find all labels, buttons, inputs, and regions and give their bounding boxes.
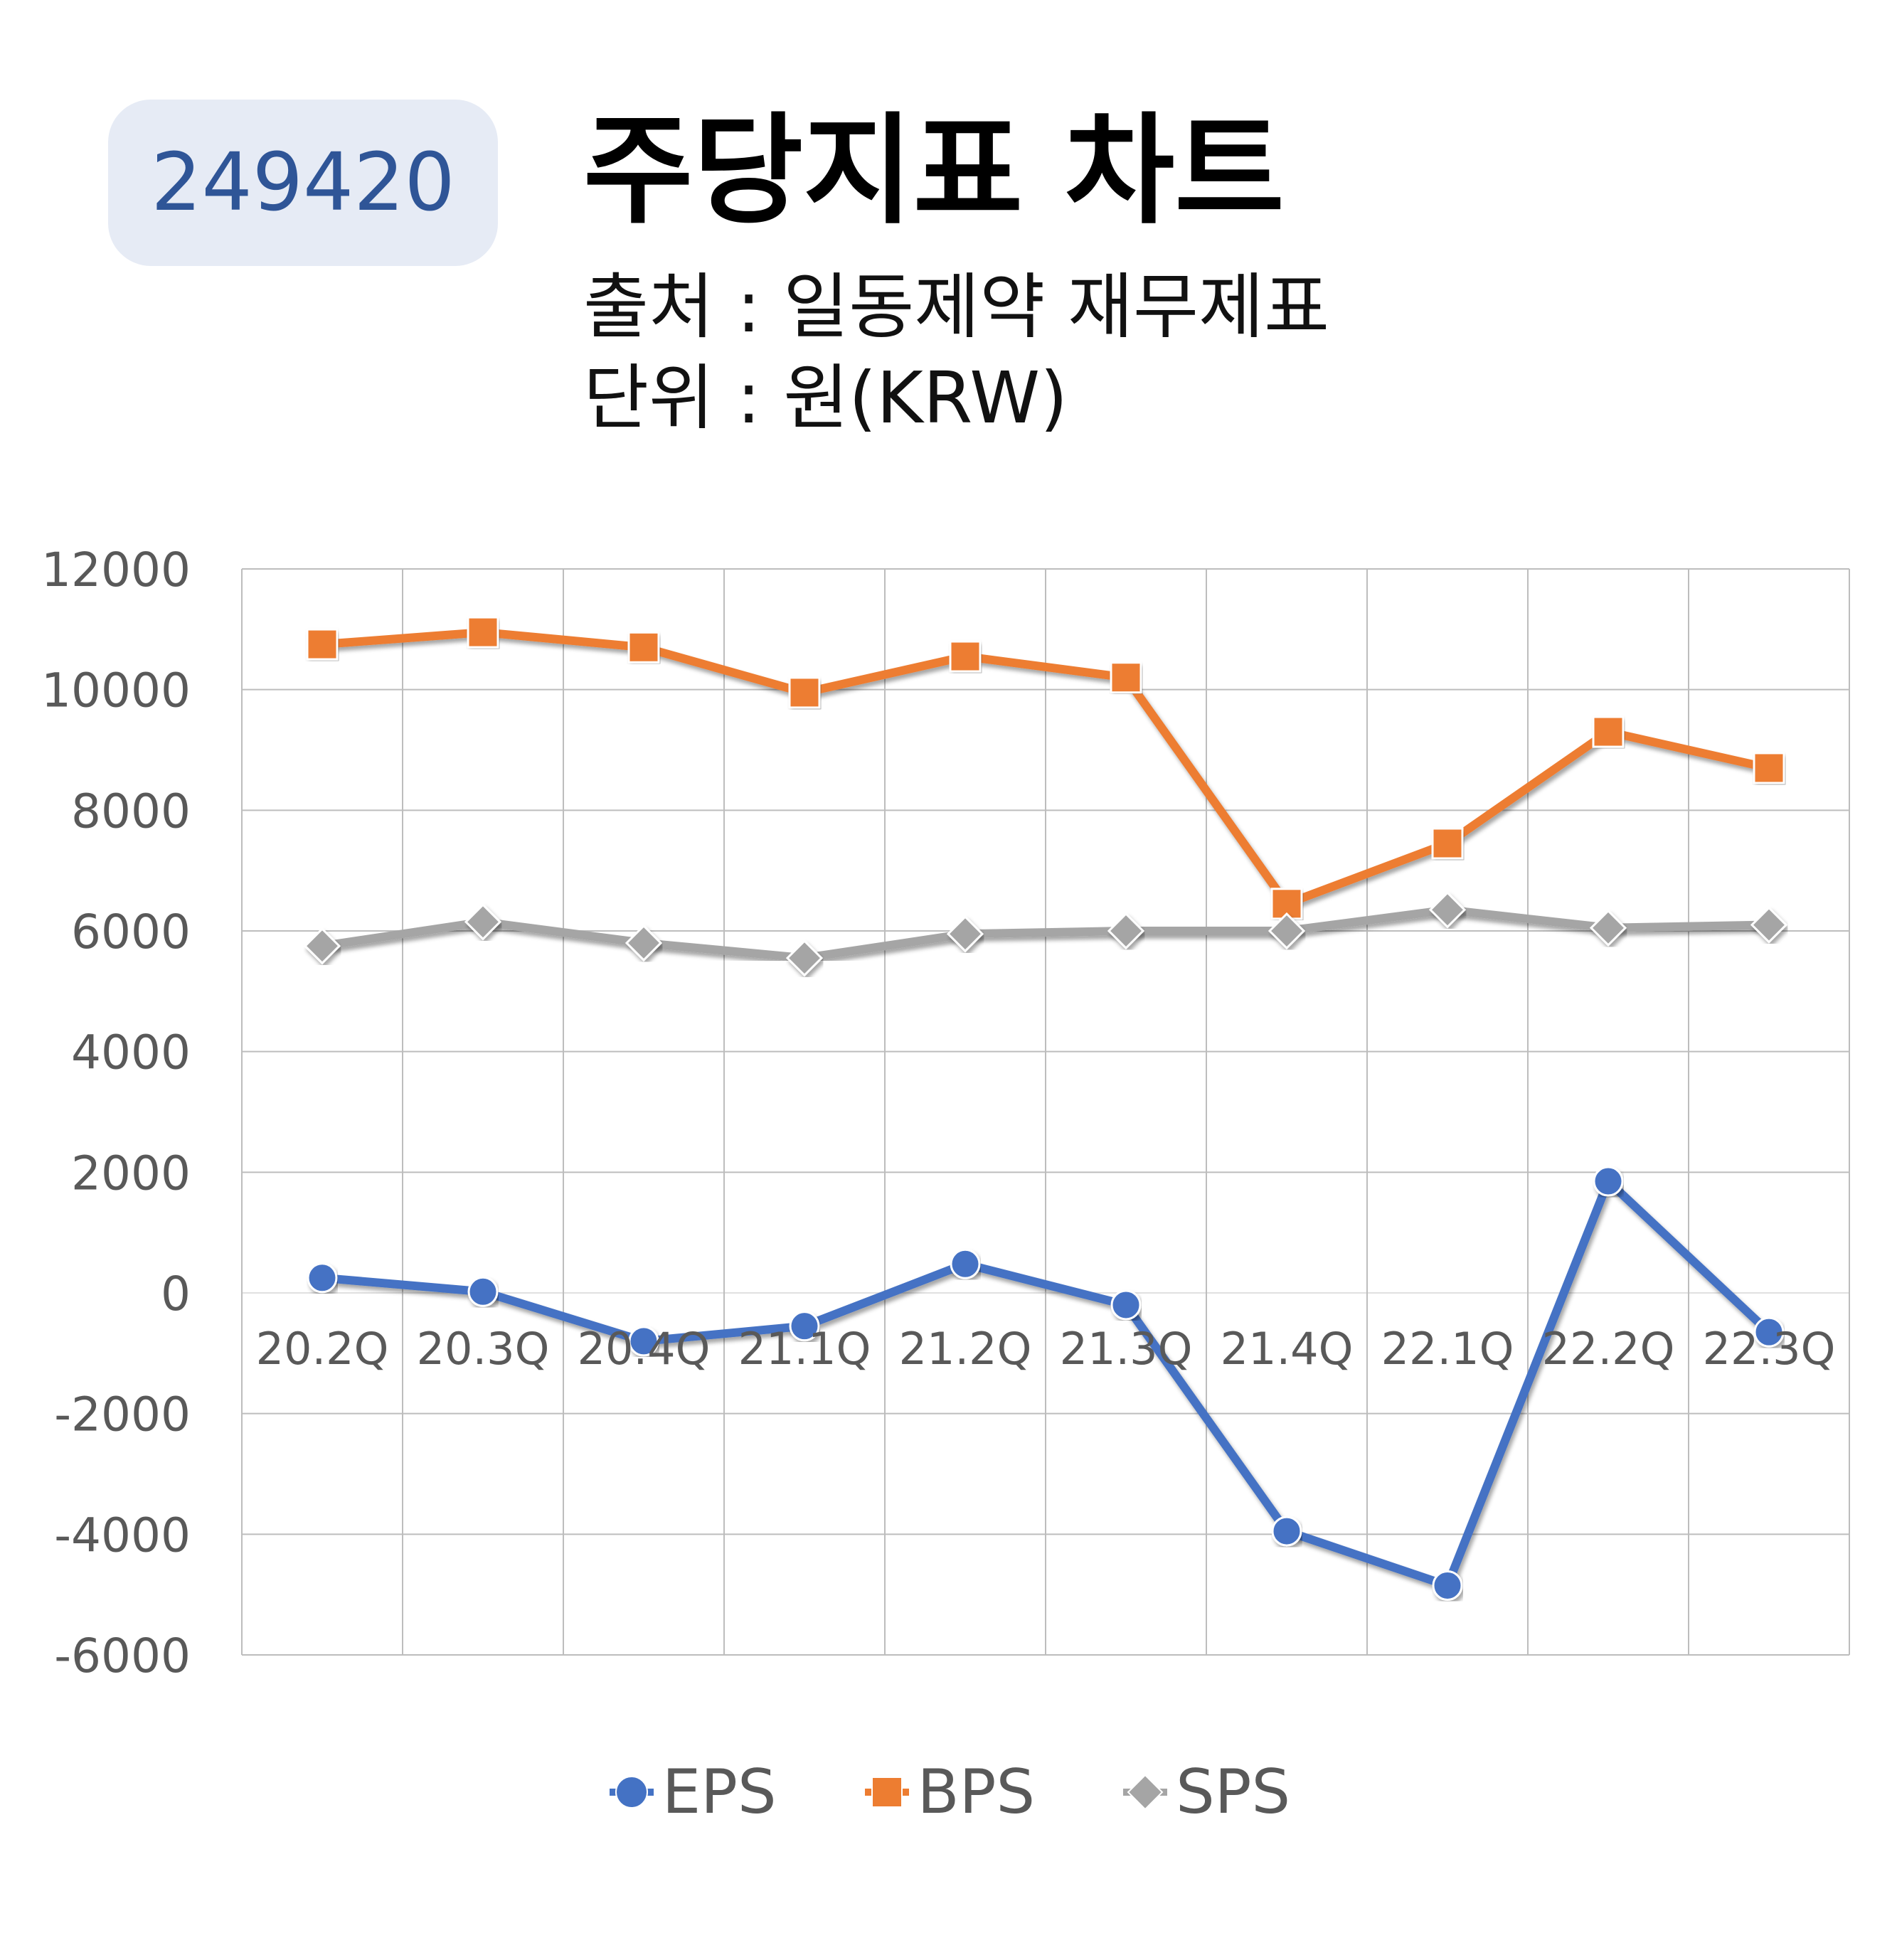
y-tick-label: -4000	[54, 1508, 191, 1562]
data-point-sps	[1750, 906, 1788, 944]
y-tick-label: 2000	[71, 1146, 191, 1200]
y-axis-ticks: 12000 10000 8000 6000 4000 2000 0 -2000 -4000 -60…	[41, 543, 191, 1683]
diamond-marker-icon	[1123, 1774, 1168, 1811]
circle-marker-icon	[609, 1776, 654, 1809]
series-line-eps	[322, 1177, 1773, 1590]
source-label: 출처 : 일동제약 재무제표	[583, 265, 1330, 348]
data-point-sps	[625, 924, 663, 962]
data-point-bps	[627, 631, 660, 664]
series-line-sps	[322, 905, 1770, 963]
y-tick-label: -2000	[54, 1388, 191, 1442]
data-point-sps	[785, 939, 824, 977]
data-point-eps	[1271, 1516, 1302, 1547]
series-line-bps	[322, 628, 1770, 908]
x-tick-label: 21.3Q	[1060, 1323, 1193, 1375]
y-tick-label: 4000	[71, 1026, 191, 1080]
data-point-eps	[1593, 1166, 1624, 1197]
x-tick-label: 20.2Q	[256, 1323, 389, 1375]
data-point-bps	[788, 676, 821, 709]
data-point-bps	[949, 640, 982, 673]
data-point-eps	[1432, 1570, 1463, 1601]
data-point-sps	[303, 927, 341, 965]
data-point-bps	[306, 628, 339, 661]
data-point-eps	[307, 1262, 338, 1294]
x-tick-label: 21.2Q	[899, 1323, 1032, 1375]
legend-item-eps: EPS	[607, 1757, 777, 1828]
x-tick-label: 22.2Q	[1542, 1323, 1675, 1375]
data-point-sps	[1589, 909, 1627, 947]
x-tick-label: 21.4Q	[1221, 1323, 1354, 1375]
x-tick-label: 22.1Q	[1381, 1323, 1514, 1375]
data-point-eps	[467, 1276, 499, 1307]
x-tick-label: 20.3Q	[417, 1323, 550, 1375]
data-point-bps	[1592, 715, 1625, 748]
data-point-eps	[789, 1311, 820, 1342]
chart-grid	[241, 568, 1850, 1656]
y-tick-label: 12000	[41, 543, 191, 597]
legend-item-bps: BPS	[862, 1757, 1035, 1828]
x-axis-ticks: 20.2Q 20.3Q 20.4Q 21.1Q 21.2Q 21.3Q 21.4Q 22.1Q…	[256, 1323, 1836, 1375]
y-tick-label: -6000	[54, 1629, 191, 1683]
y-tick-label: 0	[161, 1267, 191, 1321]
data-point-sps	[1107, 912, 1145, 950]
legend-label-eps: EPS	[661, 1757, 777, 1828]
data-point-eps	[950, 1248, 981, 1279]
data-point-sps	[946, 915, 984, 953]
data-point-sps	[1268, 912, 1306, 950]
data-point-sps	[1428, 891, 1467, 929]
chart-title: 주당지표 차트	[583, 101, 1285, 240]
unit-label: 단위 : 원(KRW)	[583, 356, 1068, 440]
square-marker-icon	[864, 1777, 909, 1808]
ticker-badge: 249420	[108, 100, 498, 266]
data-point-eps	[628, 1326, 659, 1357]
data-point-bps	[1753, 752, 1785, 784]
y-tick-label: 6000	[71, 905, 191, 959]
legend-item-sps: SPS	[1120, 1757, 1290, 1828]
y-tick-label: 8000	[71, 784, 191, 838]
data-point-eps	[1110, 1289, 1142, 1321]
data-point-bps	[1110, 661, 1142, 694]
data-point-bps	[1431, 827, 1464, 860]
data-point-bps	[467, 616, 499, 649]
x-tick-label: 20.4Q	[578, 1323, 711, 1375]
x-tick-label: 22.3Q	[1703, 1323, 1836, 1375]
x-tick-label: 21.1Q	[738, 1323, 871, 1375]
legend-label-bps: BPS	[917, 1757, 1036, 1828]
y-tick-label: 10000	[41, 664, 191, 718]
data-point-sps	[464, 903, 502, 941]
chart-legend: EPS BPS SPS	[0, 1757, 1897, 1828]
chart-series	[303, 616, 1788, 1601]
legend-label-sps: SPS	[1176, 1757, 1291, 1828]
ticker-code: 249420	[151, 137, 455, 229]
data-point-eps	[1753, 1316, 1785, 1348]
